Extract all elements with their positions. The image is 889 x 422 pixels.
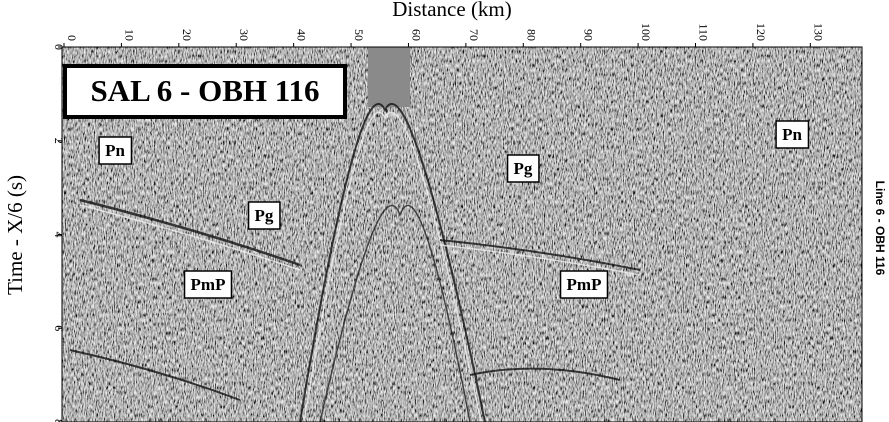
x-tick-label: 90 (582, 29, 596, 41)
x-tick-label: 110 (697, 23, 711, 41)
panel-label: SAL 6 - OBH 116 (90, 73, 319, 108)
seismic-event (439, 239, 641, 271)
y-tick-label: 0 (52, 44, 66, 50)
mute-zone (368, 47, 410, 107)
panel-label-box (63, 64, 347, 119)
seismic-event (79, 204, 301, 271)
annotation: Pg (255, 206, 274, 225)
x-tick-label: 70 (467, 29, 481, 41)
seismic-event (299, 103, 486, 422)
seismic-event (303, 111, 482, 422)
annotation-box (559, 270, 609, 299)
annotation: Pg (514, 159, 533, 178)
y-tick-label: 8 (52, 419, 66, 422)
y-tick-label: 6 (52, 325, 66, 331)
y-axis-label: Time - X/6 (s) (3, 175, 27, 295)
annotation-box (247, 201, 281, 230)
x-tick-label: 10 (122, 29, 136, 41)
y-tick-label: 4 (52, 232, 66, 238)
annotation-box (183, 270, 233, 299)
annotation: PmP (567, 275, 602, 294)
annotation-box (775, 120, 810, 149)
seismic-event (319, 204, 471, 422)
x-tick-label: 130 (811, 23, 825, 41)
x-tick-label: 100 (639, 23, 653, 41)
seismic-event (469, 367, 621, 381)
annotation-box (506, 154, 540, 183)
annotation: PmP (191, 275, 226, 294)
x-tick-label: 120 (754, 23, 768, 41)
x-axis-label: Distance (km) (392, 0, 512, 21)
seismic-event (439, 244, 641, 276)
x-tick-label: 50 (352, 29, 366, 41)
x-tick-label: 0 (65, 35, 79, 41)
x-tick-label: 20 (180, 29, 194, 41)
x-tick-label: 60 (409, 29, 423, 41)
seismic-event (79, 198, 301, 267)
side-label: Line 6 - OBH 116 (873, 181, 887, 276)
x-tick-label: 30 (237, 29, 251, 41)
annotation: Pn (782, 125, 802, 144)
seismic-event (69, 349, 241, 401)
y-tick-label: 2 (52, 138, 66, 144)
x-tick-label: 40 (295, 29, 309, 41)
x-tick-label: 80 (524, 29, 538, 41)
annotation-box (98, 136, 133, 165)
annotation: Pn (105, 141, 125, 160)
